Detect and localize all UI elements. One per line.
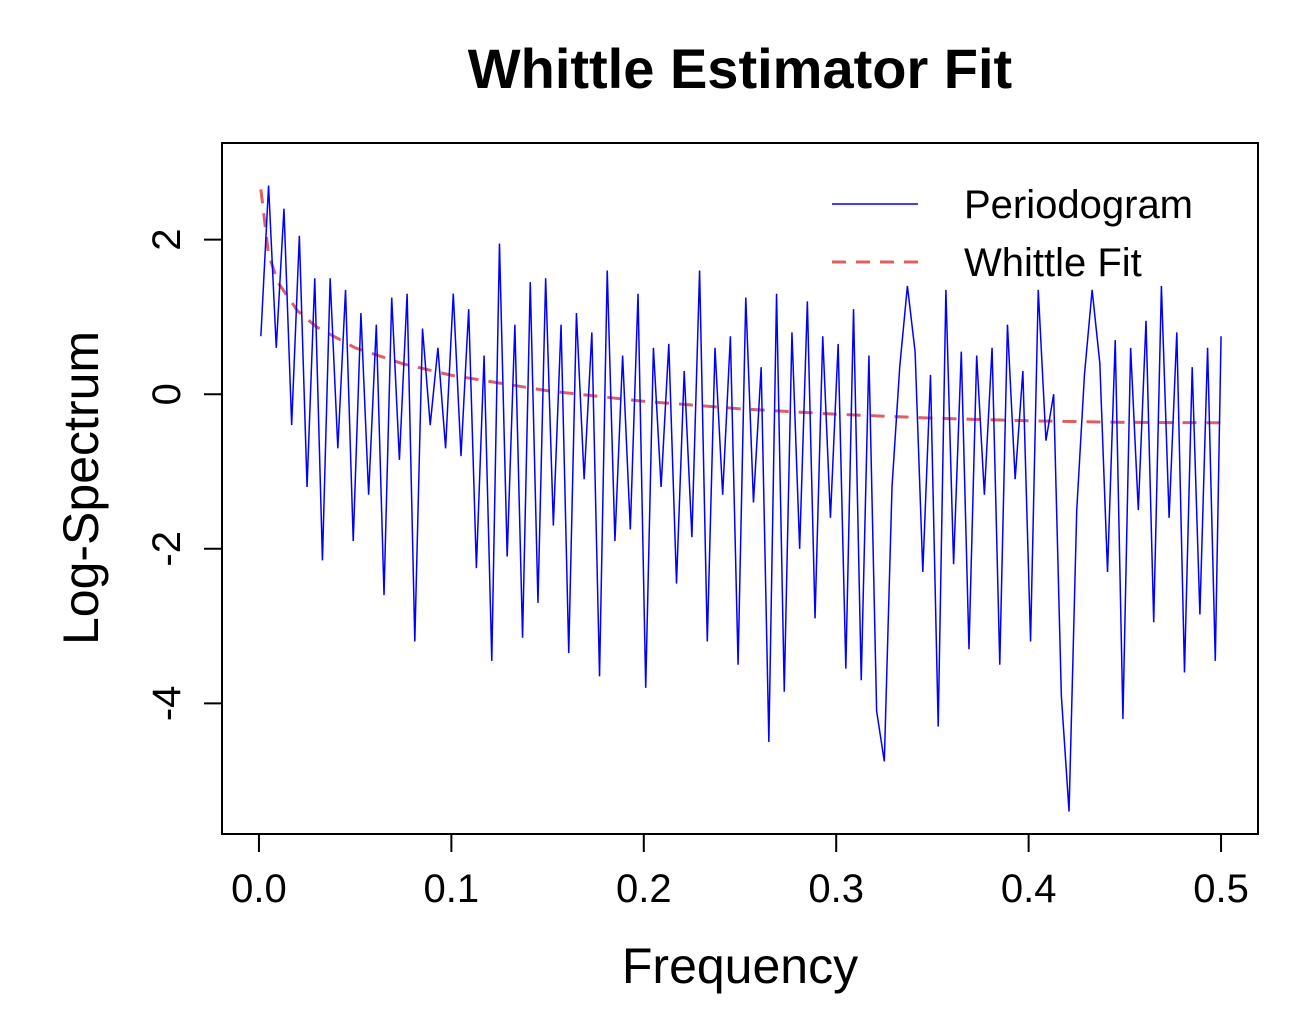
x-tick-label: 0.2: [616, 867, 672, 911]
x-axis-label: Frequency: [622, 938, 858, 994]
y-tick-label: -4: [145, 686, 189, 722]
x-tick-label: 0.4: [1001, 867, 1057, 911]
x-tick-label: 0.5: [1193, 867, 1249, 911]
x-tick-label: 0.3: [808, 867, 864, 911]
x-tick-label: 0.1: [424, 867, 480, 911]
y-tick-label: 0: [145, 383, 189, 405]
legend-label: Whittle Fit: [964, 241, 1142, 285]
y-tick-label: 2: [145, 228, 189, 250]
chart-title: Whittle Estimator Fit: [468, 37, 1012, 100]
x-tick-label: 0.0: [231, 867, 287, 911]
y-tick-label: -2: [145, 531, 189, 567]
y-axis-label: Log-Spectrum: [53, 331, 109, 645]
series-line: [259, 189, 1222, 425]
series-line: [260, 185, 1222, 812]
legend-label: Periodogram: [964, 183, 1193, 227]
